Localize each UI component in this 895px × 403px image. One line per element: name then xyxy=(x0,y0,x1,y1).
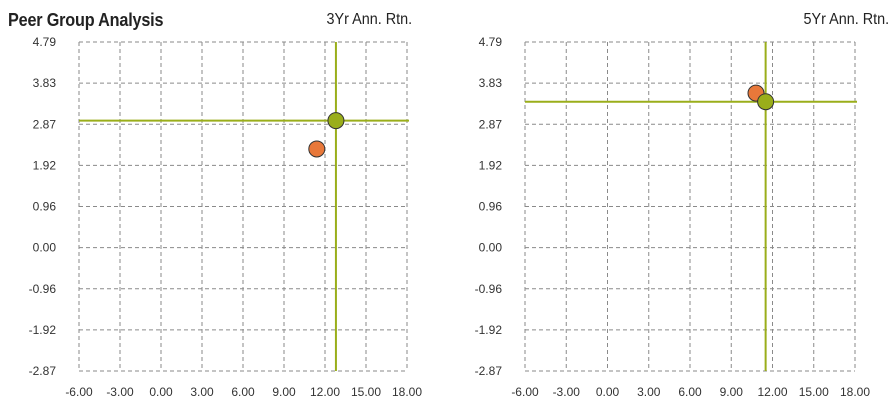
y-tick-label: 0.00 xyxy=(33,241,57,255)
y-tick-label: -1.92 xyxy=(29,323,57,337)
x-tick-label: -6.00 xyxy=(511,385,539,399)
y-tick-label: 4.79 xyxy=(479,35,503,49)
page-title: Peer Group Analysis xyxy=(8,10,164,30)
x-tick-label: 3.00 xyxy=(190,385,214,399)
y-tick-label: 3.83 xyxy=(33,76,57,90)
y-tick-label: -0.96 xyxy=(29,282,57,296)
y-tick-label: 3.83 xyxy=(479,76,503,90)
x-tick-label: 18.00 xyxy=(840,385,870,399)
x-tick-label: 0.00 xyxy=(596,385,620,399)
y-tick-label: 2.87 xyxy=(479,117,503,131)
y-tick-label: -2.87 xyxy=(29,364,57,378)
chart-title-3yr: 3Yr Ann. Rtn. xyxy=(326,11,412,28)
x-tick-label: 15.00 xyxy=(351,385,381,399)
fund-point xyxy=(757,93,775,111)
x-tick-label: -3.00 xyxy=(106,385,134,399)
x-tick-label: 3.00 xyxy=(637,385,661,399)
chart-title-5yr: 5Yr Ann. Rtn. xyxy=(803,11,889,28)
x-tick-label: 9.00 xyxy=(720,385,744,399)
x-tick-label: -6.00 xyxy=(65,385,93,399)
y-tick-label: 0.96 xyxy=(33,200,57,214)
x-tick-label: 12.00 xyxy=(757,385,787,399)
x-tick-label: 6.00 xyxy=(231,385,255,399)
x-tick-label: 12.00 xyxy=(310,385,340,399)
y-tick-label: -0.96 xyxy=(475,282,503,296)
y-tick-label: -2.87 xyxy=(475,364,503,378)
y-tick-label: 1.92 xyxy=(33,158,57,172)
x-tick-label: 15.00 xyxy=(799,385,829,399)
x-tick-label: 0.00 xyxy=(149,385,173,399)
x-tick-label: 18.00 xyxy=(392,385,422,399)
y-tick-label: 0.96 xyxy=(479,200,503,214)
x-tick-label: 6.00 xyxy=(678,385,702,399)
y-tick-label: -1.92 xyxy=(475,323,503,337)
fund-point xyxy=(327,112,345,130)
y-tick-label: 2.87 xyxy=(33,117,57,131)
y-tick-label: 1.92 xyxy=(479,158,503,172)
peer-point xyxy=(308,140,326,158)
y-tick-label: 0.00 xyxy=(479,241,503,255)
x-tick-label: -3.00 xyxy=(553,385,581,399)
y-tick-label: 4.79 xyxy=(33,35,57,49)
x-tick-label: 9.00 xyxy=(272,385,296,399)
